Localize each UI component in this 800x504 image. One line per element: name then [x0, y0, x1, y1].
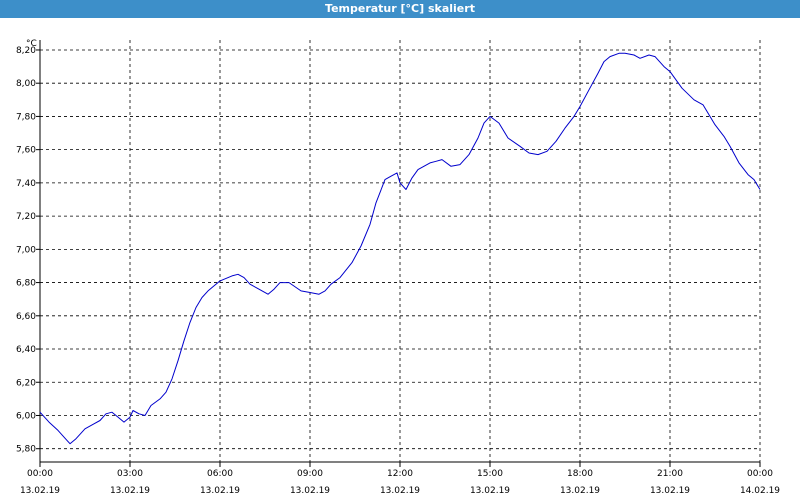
x-axis-ticks: 00:00 13.02.19 03:00 13.02.19 06:00 13.02.19 0… [20, 462, 780, 496]
x-tick-date-label: 13.02.19 [110, 486, 150, 496]
x-tick-date-label: 13.02.19 [650, 486, 690, 496]
y-tick-label: 6,40 [16, 345, 36, 355]
x-tick-date-label: 13.02.19 [20, 486, 60, 496]
chart-title: Temperatur [°C] skaliert [0, 0, 800, 18]
x-tick-time-label: 12:00 [387, 469, 413, 479]
y-tick-label: 7,60 [16, 146, 36, 156]
grid-lines [40, 40, 760, 462]
x-tick-time-label: 15:00 [477, 469, 503, 479]
y-tick-label: 6,00 [16, 411, 36, 421]
y-tick-label: 7,40 [16, 179, 36, 189]
line-chart: 5,80 6,00 6,20 6,40 6,60 6,80 7,00 7,20 7,40 7,60… [16, 39, 780, 496]
y-tick-label: 7,00 [16, 245, 36, 255]
x-tick-time-label: 18:00 [567, 469, 593, 479]
y-tick-label: 7,80 [16, 112, 36, 122]
x-tick-date-label: 13.02.19 [560, 486, 600, 496]
series-group [39, 52, 761, 445]
chart-area: 5,80 6,00 6,20 6,40 6,60 6,80 7,00 7,20 7,40 7,60… [0, 18, 800, 500]
x-tick-date-label: 13.02.19 [380, 486, 420, 496]
x-tick-time-label: 03:00 [117, 469, 143, 479]
y-tick-label: 5,80 [16, 445, 36, 455]
y-tick-label: 6,60 [16, 312, 36, 322]
x-tick-time-label: 09:00 [297, 469, 323, 479]
x-tick-date-label: 13.02.19 [200, 486, 240, 496]
x-tick-time-label: 00:00 [747, 469, 773, 479]
y-tick-label: 7,20 [16, 212, 36, 222]
y-tick-label: 6,80 [16, 279, 36, 289]
y-tick-label: 8,20 [16, 46, 36, 56]
y-tick-label: 8,00 [16, 79, 36, 89]
x-tick-time-label: 00:00 [27, 469, 53, 479]
x-tick-time-label: 21:00 [657, 469, 683, 479]
x-tick-date-label: 13.02.19 [290, 486, 330, 496]
y-axis-unit-label: °C [26, 39, 37, 49]
x-tick-date-label: 14.02.19 [740, 486, 780, 496]
x-tick-time-label: 06:00 [207, 469, 233, 479]
y-axis-ticks: 5,80 6,00 6,20 6,40 6,60 6,80 7,00 7,20 7,40 7,60… [16, 46, 40, 455]
y-tick-label: 6,20 [16, 378, 36, 388]
x-tick-date-label: 13.02.19 [470, 486, 510, 496]
temperature-series-line [39, 52, 761, 445]
